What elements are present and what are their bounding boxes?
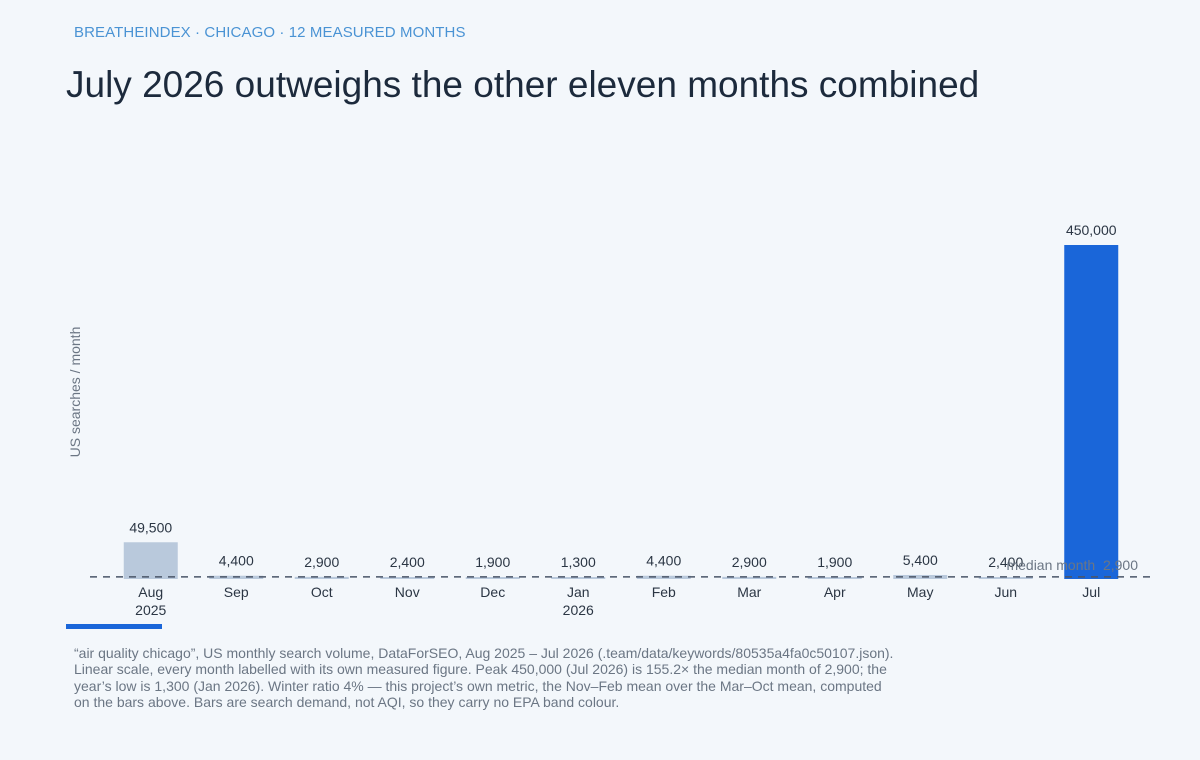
bar-oct xyxy=(294,576,349,579)
value-label-aug: 49,500 xyxy=(129,519,172,535)
value-label-nov: 2,400 xyxy=(390,554,425,570)
bar-may xyxy=(893,574,948,579)
x-tick-label-jun: Jun xyxy=(994,584,1017,600)
source-footnote: “air quality chicago”, US monthly search… xyxy=(74,645,894,711)
x-tick-label-dec: Dec xyxy=(480,584,505,600)
value-label-jun: 2,400 xyxy=(988,554,1023,570)
bar-aug xyxy=(123,542,178,579)
value-label-jan: 1,300 xyxy=(561,554,596,570)
bar-jul xyxy=(1064,245,1119,579)
x-tick-label-nov: Nov xyxy=(395,584,420,600)
bar-nov xyxy=(380,577,435,579)
value-label-mar: 2,900 xyxy=(732,554,767,570)
bar-jan xyxy=(551,577,606,579)
chart-title: July 2026 outweighs the other eleven mon… xyxy=(66,64,980,105)
x-tick-label-feb: Feb xyxy=(652,584,676,600)
x-tick-label-oct: Oct xyxy=(311,584,333,600)
x-tick-label-aug: Aug xyxy=(138,584,163,600)
median-line-label: median month 2,900 xyxy=(1006,557,1138,573)
x-tick-year-2025: 2025 xyxy=(135,602,166,618)
x-tick-label-sep: Sep xyxy=(224,584,249,600)
value-label-jul: 450,000 xyxy=(1066,222,1117,238)
x-tick-label-apr: Apr xyxy=(824,584,846,600)
bar-jun xyxy=(978,577,1033,579)
x-tick-label-jan: Jan xyxy=(567,584,590,600)
value-label-feb: 4,400 xyxy=(646,553,681,569)
x-tick-year-2026: 2026 xyxy=(563,602,594,618)
value-label-apr: 1,900 xyxy=(817,554,852,570)
value-label-oct: 2,900 xyxy=(304,554,339,570)
value-label-dec: 1,900 xyxy=(475,554,510,570)
bar-dec xyxy=(465,577,520,579)
accent-rule xyxy=(66,624,162,629)
chart-kicker: BREATHEINDEX · CHICAGO · 12 MEASURED MON… xyxy=(74,24,466,41)
value-label-sep: 4,400 xyxy=(219,553,254,569)
bar-mar xyxy=(722,576,777,579)
x-tick-label-mar: Mar xyxy=(737,584,761,600)
value-label-may: 5,400 xyxy=(903,552,938,568)
x-tick-label-jul: Jul xyxy=(1082,584,1100,600)
bar-apr xyxy=(807,577,862,579)
x-tick-label-may: May xyxy=(907,584,933,600)
